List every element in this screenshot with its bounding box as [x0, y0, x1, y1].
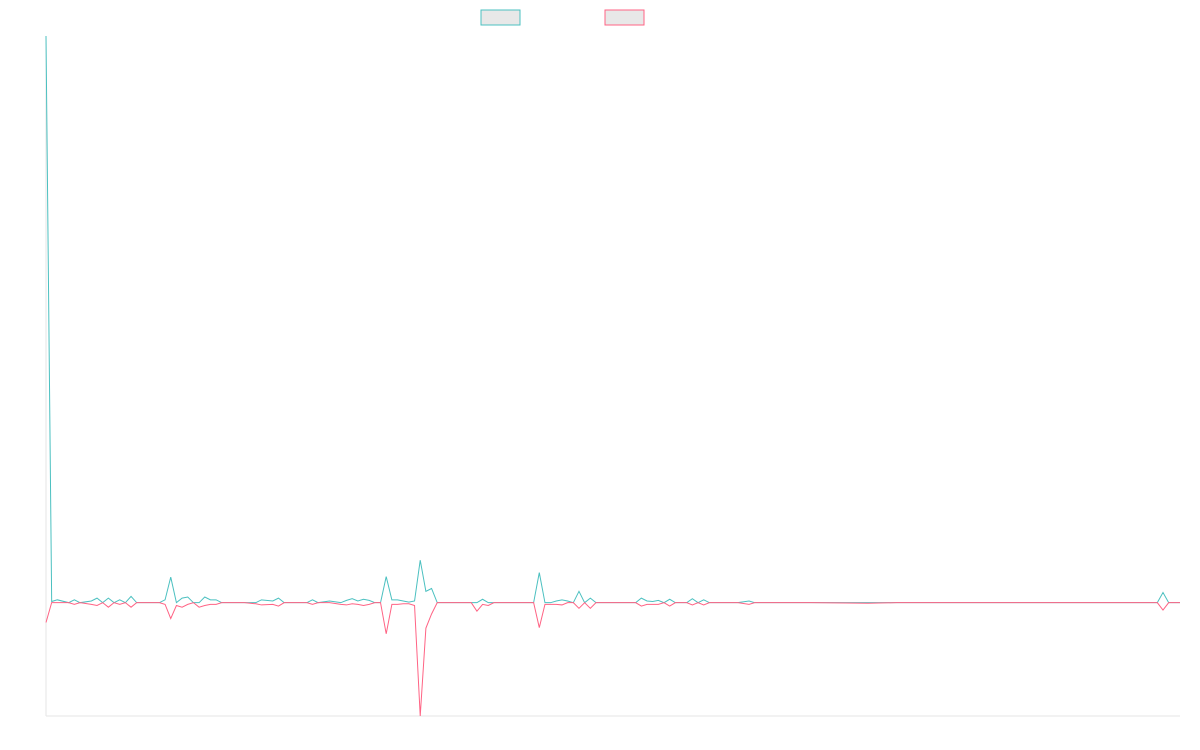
legend-swatch-2[interactable] [604, 9, 645, 26]
series-layer [45, 35, 1180, 717]
axes [45, 36, 1180, 717]
series-line-2 [45, 601, 1180, 717]
legend-swatch-1[interactable] [480, 9, 521, 26]
series-line-1 [45, 35, 1180, 604]
legend [480, 9, 645, 26]
